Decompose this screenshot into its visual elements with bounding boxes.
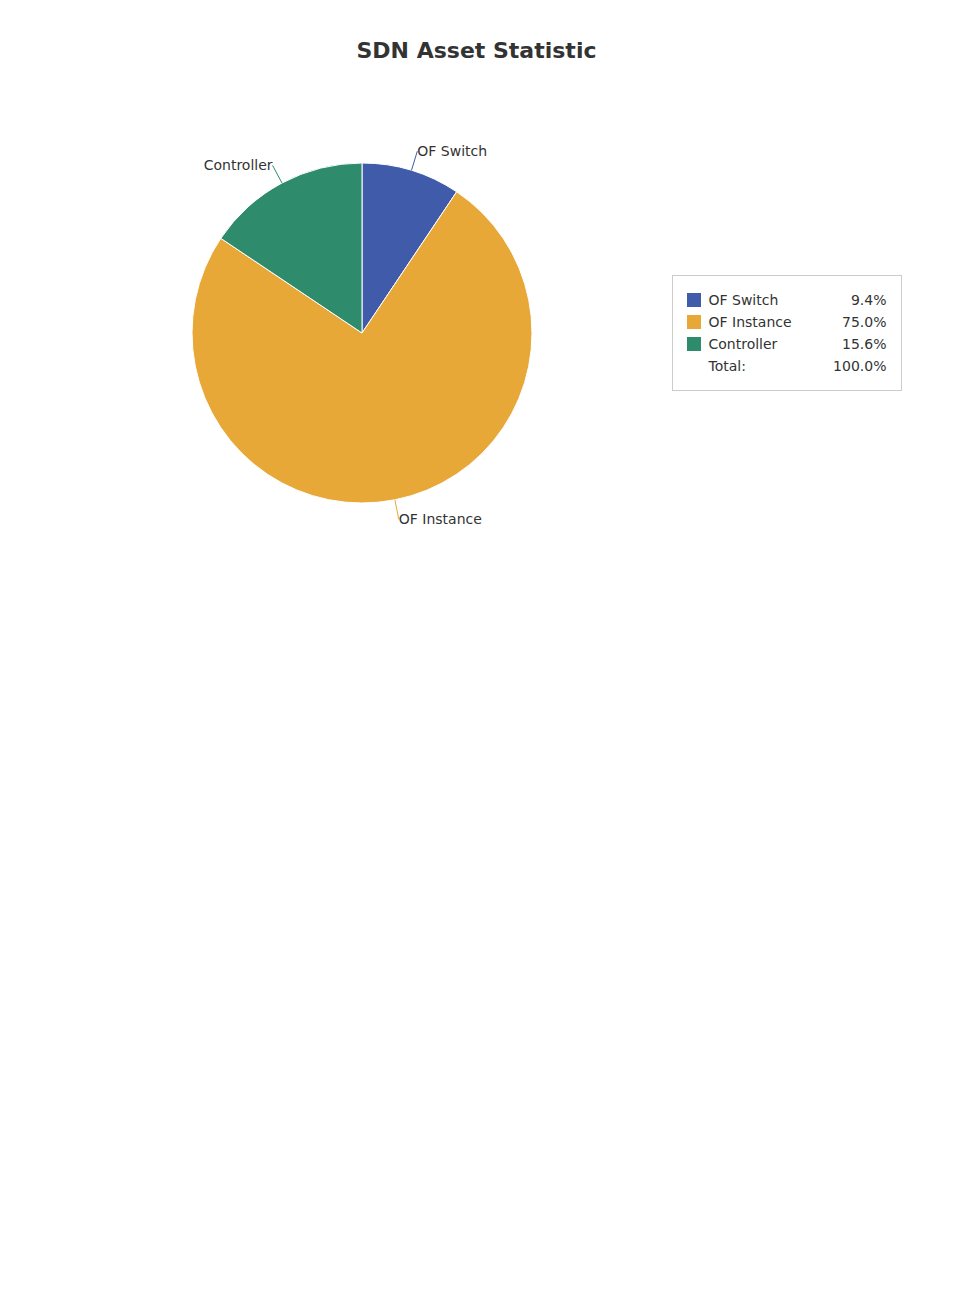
html-text:OF Switch: OF Switch [708,292,779,308]
html-text:75.0%: 75.0% [842,314,887,330]
html-text:SDN Asset Statistic: SDN Asset Statistic [356,38,597,63]
html-text:9.4%: 9.4% [850,292,887,308]
html-text:100.0%: 100.0% [833,358,887,374]
svg-text:OF Instance: OF Instance [398,511,481,527]
html-text:Total:: Total: [708,358,746,374]
html-text:15.6%: 15.6% [842,336,887,352]
svg-text:OF Switch: OF Switch [417,143,487,159]
html-text:Controller: Controller [708,336,778,352]
svg-text:Controller: Controller [203,157,272,173]
html-text:OF Instance: OF Instance [708,314,792,330]
